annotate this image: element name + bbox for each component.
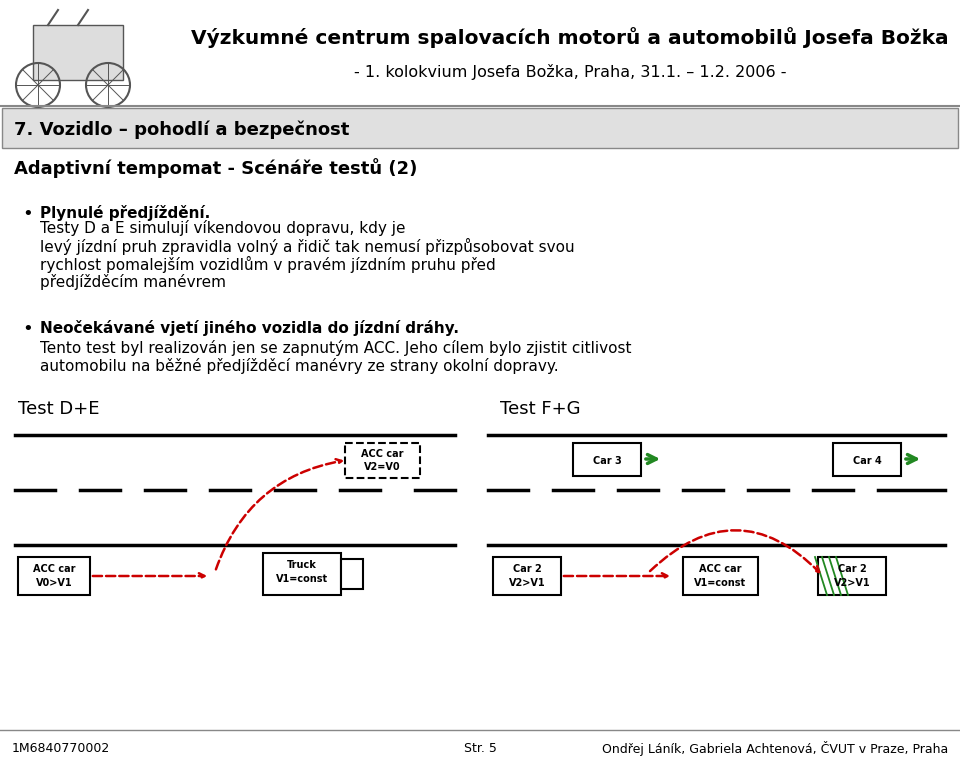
FancyBboxPatch shape	[345, 443, 420, 478]
Text: automobilu na běžné předjížděcí manévry ze strany okolní dopravy.: automobilu na běžné předjížděcí manévry …	[40, 358, 559, 374]
Text: ACC car: ACC car	[699, 564, 741, 574]
Text: Výzkumné centrum spalovacích motorů a automobilů Josefa Božka: Výzkumné centrum spalovacích motorů a au…	[191, 28, 948, 48]
Text: rychlost pomalejším vozidlům v pravém jízdním pruhu před: rychlost pomalejším vozidlům v pravém jí…	[40, 256, 495, 273]
Text: Truck: Truck	[287, 560, 317, 570]
FancyBboxPatch shape	[18, 557, 90, 595]
FancyBboxPatch shape	[263, 553, 341, 595]
Text: Car 2: Car 2	[513, 564, 541, 574]
FancyBboxPatch shape	[493, 557, 561, 595]
Text: ACC car: ACC car	[33, 564, 75, 574]
FancyBboxPatch shape	[2, 108, 958, 148]
Text: V1=const: V1=const	[276, 574, 328, 584]
FancyBboxPatch shape	[341, 559, 363, 589]
FancyBboxPatch shape	[33, 25, 123, 80]
Text: Plynulé předjíždění.: Plynulé předjíždění.	[40, 205, 210, 221]
FancyBboxPatch shape	[818, 557, 886, 595]
Text: Tento test byl realizován jen se zapnutým ACC. Jeho cílem bylo zjistit citlivost: Tento test byl realizován jen se zapnutý…	[40, 340, 632, 356]
Text: levý jízdní pruh zpravidla volný a řidič tak nemusí přizpůsobovat svou: levý jízdní pruh zpravidla volný a řidič…	[40, 238, 575, 255]
Text: Ondřej Láník, Gabriela Achtenová, ČVUT v Praze, Praha: Ondřej Láník, Gabriela Achtenová, ČVUT v…	[602, 741, 948, 756]
Text: Str. 5: Str. 5	[464, 741, 496, 754]
Text: •: •	[22, 320, 33, 338]
Text: •: •	[22, 205, 33, 223]
Text: V2>V1: V2>V1	[833, 578, 871, 588]
FancyBboxPatch shape	[573, 443, 641, 476]
Text: 7. Vozidlo – pohodlí a bezpečnost: 7. Vozidlo – pohodlí a bezpečnost	[14, 121, 349, 139]
FancyBboxPatch shape	[833, 443, 901, 476]
Text: Car 3: Car 3	[592, 456, 621, 466]
Text: V2=V0: V2=V0	[364, 462, 400, 472]
Text: Car 2: Car 2	[838, 564, 866, 574]
FancyBboxPatch shape	[683, 557, 758, 595]
Text: předjížděcím manévrem: předjížděcím manévrem	[40, 274, 226, 290]
Text: Neočekávané vjetí jiného vozidla do jízdní dráhy.: Neočekávané vjetí jiného vozidla do jízd…	[40, 320, 459, 336]
Text: 1M6840770002: 1M6840770002	[12, 741, 110, 754]
Text: Testy D a E simulují víkendovou dopravu, kdy je: Testy D a E simulují víkendovou dopravu,…	[40, 220, 405, 236]
Text: ACC car: ACC car	[361, 449, 403, 459]
Text: V2>V1: V2>V1	[509, 578, 545, 588]
Text: Test F+G: Test F+G	[500, 400, 581, 418]
Text: V0>V1: V0>V1	[36, 578, 72, 588]
Text: Test D+E: Test D+E	[18, 400, 100, 418]
Text: Adaptivní tempomat - Scénáře testů (2): Adaptivní tempomat - Scénáře testů (2)	[14, 158, 418, 178]
Text: V1=const: V1=const	[694, 578, 746, 588]
Text: - 1. kolokvium Josefa Božka, Praha, 31.1. – 1.2. 2006 -: - 1. kolokvium Josefa Božka, Praha, 31.1…	[353, 64, 786, 80]
Text: Car 4: Car 4	[852, 456, 881, 466]
